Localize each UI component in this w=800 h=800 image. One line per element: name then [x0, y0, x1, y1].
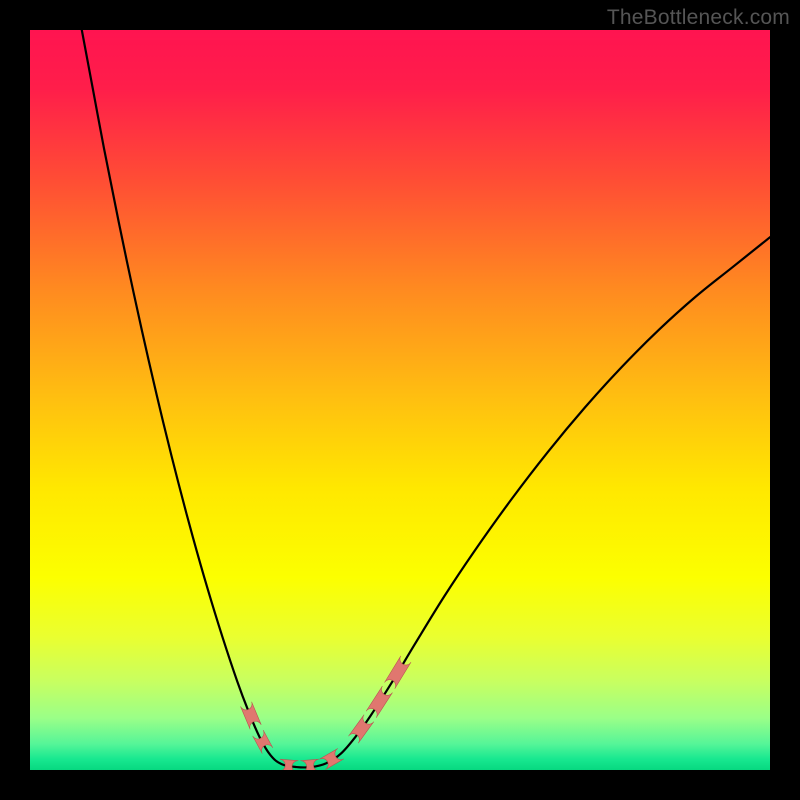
chart-svg [30, 30, 770, 770]
bottleneck-chart [30, 30, 770, 770]
watermark-text: TheBottleneck.com [607, 6, 790, 30]
